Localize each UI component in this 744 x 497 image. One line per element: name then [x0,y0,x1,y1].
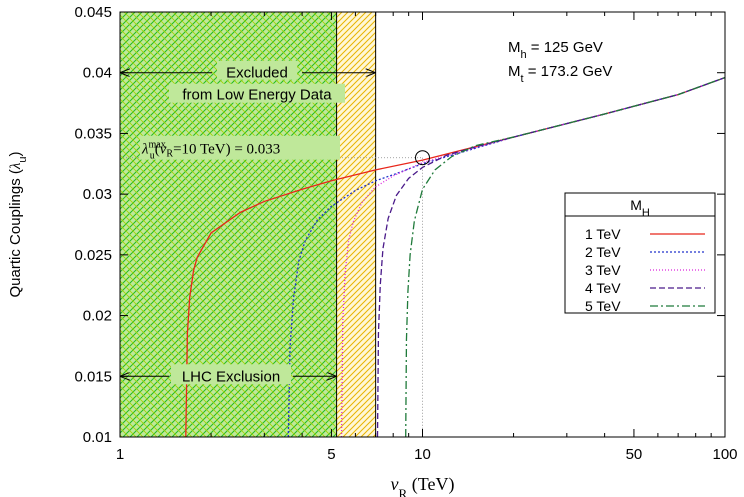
low-energy-exclusion-region [336,12,376,437]
y-tick-label: 0.03 [83,186,112,203]
y-axis-title: Quartic Couplings (λu) [7,151,29,297]
excluded-label-line1: Excluded [226,65,288,82]
series-lines [185,76,725,437]
legend-item-label: 2 TeV [585,244,621,260]
excluded-label-background-2 [169,83,345,103]
x-tick-label: 10 [414,446,431,463]
series-line [405,76,725,437]
y-tick-label: 0.01 [83,429,112,446]
x-axis-title: vR (TeV) [391,474,455,497]
series-line [287,76,725,437]
legend-item-label: 5 TeV [585,298,621,314]
y-tick-label: 0.035 [74,125,112,142]
legend-item-label: 4 TeV [585,280,621,296]
y-axis-ticks: 0.01 0.015 0.02 0.025 0.03 0.035 0.04 0.045 [74,4,725,446]
legend-item-label: 1 TeV [585,226,621,242]
top-mass-label: Mt = 173.2 GeV [508,63,612,85]
legend: MH 1 TeV 2 TeV 3 TeV 4 TeV 5 TeV [564,192,716,314]
x-tick-label: 50 [626,446,643,463]
lambda-max-label-background [140,135,340,160]
x-axis-ticks: 1 5 10 50 100 [116,12,738,463]
excluded-label-line2: from Low Energy Data [182,87,332,104]
x-tick-label: 100 [712,446,737,463]
legend-box [564,192,716,314]
x-tick-label: 1 [116,446,124,463]
lhc-label-background [171,364,291,385]
legend-items: 1 TeV 2 TeV 3 TeV 4 TeV 5 TeV [585,226,705,314]
lambda-max-label: λmax u(vR=10 TeV) = 0.033 [141,140,280,162]
lhc-exclusion-label: LHC Exclusion [182,368,280,385]
higgs-mass-label: Mh = 125 GeV [508,39,603,61]
x-tick-label: 5 [327,446,335,463]
series-line [376,76,725,437]
y-tick-label: 0.045 [74,4,112,21]
y-tick-label: 0.015 [74,368,112,385]
y-tick-label: 0.02 [83,308,112,325]
excluded-label-background [217,60,297,80]
y-tick-label: 0.025 [74,247,112,264]
legend-title: MH [630,197,650,219]
lambda-max-marker [415,150,430,166]
y-tick-label: 0.04 [83,65,112,82]
legend-item-label: 3 TeV [585,262,621,278]
